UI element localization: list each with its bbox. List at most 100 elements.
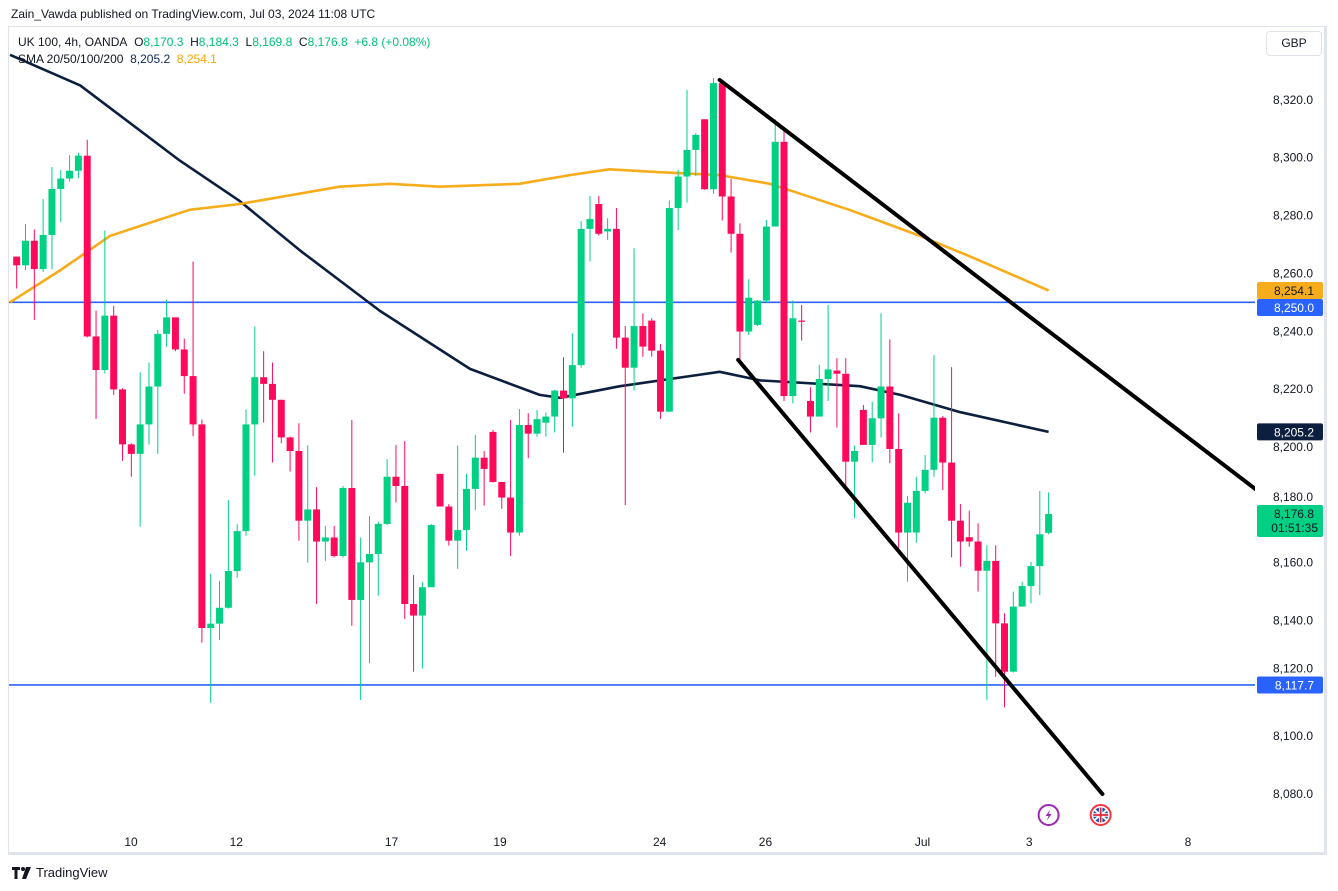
candle-up[interactable] [365,516,373,664]
candle-up[interactable] [251,326,259,476]
candle-up[interactable] [101,230,109,374]
candle-up[interactable] [136,372,144,527]
lightning-event-icon[interactable] [1037,804,1060,826]
candle-up[interactable] [471,434,479,511]
candle-up[interactable] [586,195,594,262]
candle-up[interactable] [692,133,700,176]
candle-up[interactable] [868,401,876,463]
candle-down[interactable] [480,450,488,506]
candle-up[interactable] [533,409,541,437]
candle-down[interactable] [410,575,418,672]
candle-up[interactable] [921,455,929,494]
uk-flag-icon[interactable] [1089,804,1112,826]
candle-down[interactable] [727,178,735,253]
candle-up[interactable] [1027,561,1035,604]
candle-up[interactable] [754,300,762,327]
candle-down[interactable] [348,420,356,626]
candle-down[interactable] [198,419,206,643]
candle-up[interactable] [462,473,470,551]
candle-down[interactable] [948,367,956,558]
candle-down[interactable] [13,256,21,289]
candle-up[interactable] [912,476,920,543]
candle-down[interactable] [524,413,532,459]
sma100-line[interactable] [9,53,1049,434]
candle-down[interactable] [1001,613,1009,708]
candle-up[interactable] [515,409,523,536]
footer-brand[interactable]: TradingView [12,865,108,880]
candle-down[interactable] [171,317,179,352]
candle-up[interactable] [154,329,162,454]
candle-up[interactable] [304,445,312,563]
candle-up[interactable] [1018,581,1026,607]
candle-up[interactable] [674,169,682,231]
candle-up[interactable] [57,169,65,223]
candle-down[interactable] [260,351,268,423]
candle-up[interactable] [357,537,365,701]
candle-down[interactable] [718,83,726,221]
candle-down[interactable] [956,503,964,567]
candle-down[interactable] [886,339,894,464]
candle-up[interactable] [745,279,753,336]
candle-down[interactable] [842,358,850,487]
candle-up[interactable] [1036,490,1044,596]
candle-down[interactable] [621,326,629,506]
candle-up[interactable] [851,445,859,519]
candle-down[interactable] [639,313,647,357]
candle-down[interactable] [110,305,118,395]
candle-up[interactable] [321,525,329,561]
symbol-label[interactable]: UK 100, 4h, OANDA [18,35,128,49]
candle-down[interactable] [392,444,400,503]
candle-up[interactable] [339,485,347,558]
candle-up[interactable] [216,580,224,641]
candle-up[interactable] [48,166,56,270]
candle-down[interactable] [268,362,276,463]
candle-up[interactable] [877,313,885,438]
candle-down[interactable] [798,304,806,341]
candle-down[interactable] [992,545,1000,677]
lower-trendline[interactable] [736,357,1105,797]
candle-up[interactable] [824,304,832,401]
candle-up[interactable] [39,199,47,272]
candle-down[interactable] [436,473,444,507]
candle-up[interactable] [418,582,426,669]
y-axis[interactable]: 8,080.0 8,100.0 8,120.0 8,140.0 8,160.0 8,180… [1273,93,1313,801]
candle-down[interactable] [330,525,338,558]
candle-up[interactable] [630,248,638,391]
candle-down[interactable] [286,436,294,472]
candle-down[interactable] [939,416,947,491]
candle-up[interactable] [604,218,612,240]
candle-down[interactable] [83,139,91,338]
candle-down[interactable] [974,523,982,592]
candle-up[interactable] [224,500,232,609]
candle-down[interactable] [498,481,506,509]
candle-down[interactable] [30,229,38,320]
sma-label[interactable]: SMA 20/50/100/200 [18,52,124,66]
candle-up[interactable] [542,412,550,437]
upper-trendline[interactable] [717,77,1262,494]
candle-down[interactable] [445,503,453,546]
currency-button[interactable]: GBP [1266,31,1322,56]
candle-down[interactable] [895,413,903,550]
sma200-line[interactable] [9,168,1050,304]
candle-up[interactable] [427,523,435,588]
candle-up[interactable] [74,152,82,178]
candle-down[interactable] [401,441,409,620]
candle-down[interactable] [119,388,127,461]
candle-up[interactable] [903,495,911,582]
candle-up[interactable] [374,521,382,596]
candle-up[interactable] [789,300,797,404]
candle-up[interactable] [163,299,171,347]
candle-up[interactable] [551,389,559,433]
candle-down[interactable] [657,343,665,419]
candle-up[interactable] [771,119,779,227]
candle-up[interactable] [665,200,673,412]
candle-down[interactable] [648,318,656,357]
candle-up[interactable] [454,445,462,569]
candle-down[interactable] [736,223,744,360]
candle-down[interactable] [701,119,709,190]
candle-down[interactable] [965,510,973,547]
candle-down[interactable] [833,358,841,428]
candle-up[interactable] [242,409,250,536]
candle-up[interactable] [233,524,241,578]
